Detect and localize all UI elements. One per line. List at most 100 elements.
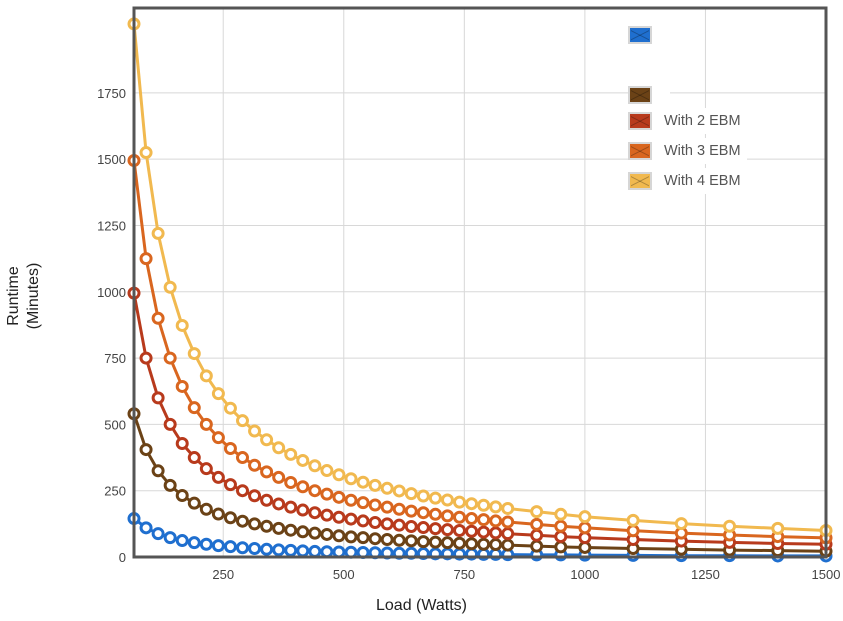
data-point [211,387,225,401]
legend-label: With 2 EBM [664,113,741,129]
data-point [554,507,568,521]
legend-label: With 3 EBM [664,143,741,159]
series-3 [127,286,833,551]
data-point [332,545,346,559]
data-point [211,507,225,521]
data-point [554,530,568,544]
data-point [260,433,274,447]
data-point [530,528,544,542]
data-point [151,391,165,405]
data-point [416,506,430,520]
x-tick-label: 1250 [691,567,720,582]
data-point [404,520,418,533]
data-point [380,500,394,514]
data-point [465,497,479,511]
data-point [453,536,467,550]
data-point [151,311,165,325]
data-point [723,519,737,533]
data-point [223,442,237,456]
y-tick-label: 1750 [97,86,126,101]
data-point [260,542,274,556]
data-point [151,527,165,541]
data-point [236,414,250,428]
data-point [260,519,274,533]
data-point [320,545,334,559]
data-point [320,527,334,541]
data-point [211,539,225,553]
plot-frame [132,6,828,559]
data-point [187,347,201,361]
data-point [308,459,322,473]
data-point [440,523,454,537]
data-point [428,491,442,505]
data-point [440,493,454,507]
data-point [163,531,177,545]
data-point [223,478,237,492]
data-point [465,524,479,538]
data-point [392,518,406,532]
data-point [356,496,370,510]
data-point [296,544,310,558]
data-point [308,544,322,558]
legend-label: With 4 EBM [664,173,741,189]
data-point [477,498,491,512]
data-point [284,523,298,537]
data-point [530,539,544,553]
data-point [440,509,454,523]
data-point [308,506,322,520]
data-point [626,524,640,538]
data-point [139,146,153,160]
data-point [272,521,286,535]
data-point [392,484,406,498]
data-point [380,517,394,531]
legend-swatch [628,112,652,130]
x-tick-label: 1500 [812,567,841,582]
data-point [465,512,479,526]
y-tick-label: 1000 [97,285,126,300]
data-point [248,489,262,503]
data-point [356,531,370,545]
data-point [554,519,568,533]
data-point [139,252,153,266]
y-axis-label-line-2: (Minutes) [25,262,42,330]
data-point [392,502,406,516]
data-point [380,481,394,495]
data-point [344,530,358,544]
data-point [440,536,454,550]
data-point [477,525,491,539]
data-point [416,535,430,549]
data-point [489,514,503,528]
data-point [260,493,274,507]
data-point [578,521,592,535]
series-5 [127,17,833,537]
data-point [368,516,382,530]
data-point [151,226,165,240]
data-point [163,280,177,294]
y-tick-label: 750 [104,351,126,366]
data-point [211,431,225,445]
data-point [501,515,515,529]
data-point [626,513,640,527]
data-point [236,541,250,555]
y-tick-label: 1500 [97,152,126,167]
data-point [151,464,165,478]
data-point [308,526,322,540]
data-point [187,496,201,510]
data-point [199,369,213,383]
data-point [530,517,544,531]
data-point [139,521,153,535]
data-point [163,478,177,492]
data-point [139,443,153,457]
data-point [248,542,262,556]
data-point [296,453,310,467]
legend-swatch [628,142,652,160]
data-point [248,458,262,472]
data-point [392,533,406,547]
data-point [320,508,334,522]
data-point [236,514,250,528]
x-tick-labels: 250 500 750 1000 1250 1500 [212,567,840,582]
data-point [175,318,189,332]
legend-swatch [628,172,652,190]
data-point [248,424,262,438]
data-point [260,465,274,479]
